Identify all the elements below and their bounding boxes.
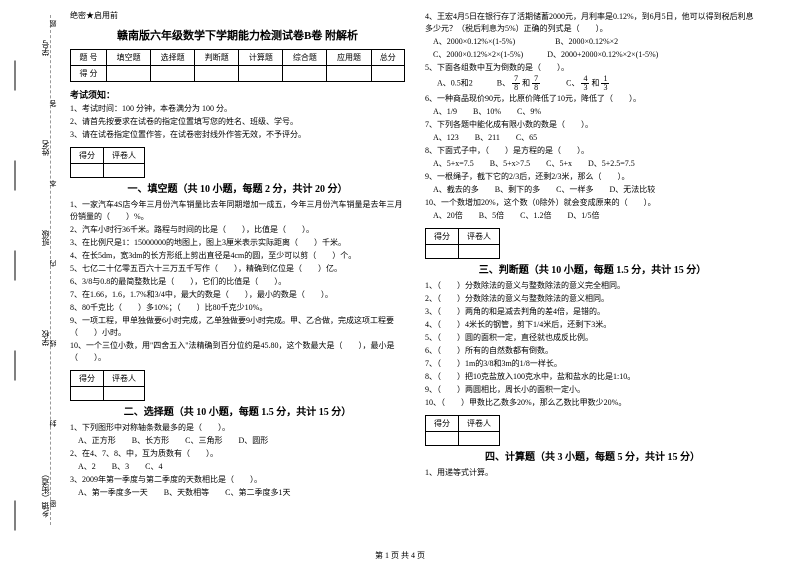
q: 10、一个数增加20%，这个数（0除外）就会变成原来的（ ）。	[425, 197, 760, 209]
th: 总分	[371, 50, 404, 66]
notice-title: 考试须知：	[70, 88, 405, 101]
q: 2、汽车小时行36千米。路程与时间的比是（ ），比值是（ ）。	[70, 224, 405, 236]
q: A、20倍 B、5倍 C、1.2倍 D、1/5倍	[425, 210, 760, 222]
notice: 1、考试时间：100 分钟，本卷满分为 100 分。	[70, 103, 405, 114]
q: 5、（ ）圆的面积一定，直径就也成反比例。	[425, 332, 760, 344]
exam-title: 赣南版六年级数学下学期能力检测试卷B卷 附解析	[70, 27, 405, 43]
q: 3、2009年第一季度与第二季度的天数相比是（ ）。	[70, 474, 405, 486]
q: 9、一项工程，甲单独做要6小时完成，乙单独做要9小时完成。甲、乙合做，完成这项工…	[70, 315, 405, 339]
confidential-tag: 绝密★启用前	[70, 10, 405, 21]
section-score-box: 得分评卷人	[425, 228, 500, 259]
dash-note: 线	[48, 340, 58, 347]
section-score-box: 得分评卷人	[70, 370, 145, 401]
q: 5、七亿二十亿零五百六十三万五千写作（ ），精确到亿位是（ ）亿。	[70, 263, 405, 275]
dash-note: 密	[48, 500, 58, 507]
q: 6、（ ）所有的自然数都有倒数。	[425, 345, 760, 357]
binding-margin: 学号 姓名 班级 学校 乡镇（街道）	[5, 10, 55, 530]
q: 6、一种商品现价90元，比原价降低了10元，降低了（ ）。	[425, 93, 760, 105]
section1-title: 一、填空题（共 10 小题，每题 2 分，共计 20 分）	[70, 180, 405, 195]
th: 判断题	[195, 50, 239, 66]
page-footer: 第 1 页 共 4 页	[0, 550, 800, 561]
q: 8、（ ）把10克盐放入100克水中，盐和盐水的比是1:10。	[425, 371, 760, 383]
q: A、1/9 B、10% C、9%	[425, 106, 760, 118]
section-score-box: 得分评卷人	[425, 415, 500, 446]
q: 4、（ ）4米长的钢管，剪下1/4米后，还剩下3米。	[425, 319, 760, 331]
q: A、2 B、3 C、4	[70, 461, 405, 473]
dash-note: 本	[48, 180, 58, 187]
notice: 2、请首先按要求在试卷的指定位置填写您的姓名、班级、学号。	[70, 116, 405, 127]
td: 得 分	[71, 66, 107, 82]
q: 4、在长5dm，宽3dm的长方形纸上剪出直径是4cm的圆，至少可以剪（ ）个。	[70, 250, 405, 262]
dash-note: 答	[48, 100, 58, 107]
q: C、2000×0.12%×2×(1-5%) D、2000+2000×0.12%×…	[425, 49, 760, 61]
q: 1、一家汽车4S店今年三月份汽车销量比去年同期增加一成五，今年三月份汽车销量是去…	[70, 199, 405, 223]
q: 2、（ ）分数除法的意义与整数除法的意义相同。	[425, 293, 760, 305]
score-table: 题 号 填空题 选择题 判断题 计算题 综合题 应用题 总分 得 分	[70, 49, 405, 82]
q: 6、3/8与0.8的最简整数比是（ ），它们的比值是（ ）。	[70, 276, 405, 288]
q: A、截去的多 B、剩下的多 C、一样多 D、无法比较	[425, 184, 760, 196]
dash-note: 内	[48, 260, 58, 267]
q: A、正方形 B、长方形 C、三角形 D、圆形	[70, 435, 405, 447]
q: 8、下面式子中，（ ）是方程的是（ ）。	[425, 145, 760, 157]
notice: 3、请在试卷指定位置作答，在试卷密封线外作答无效，不予评分。	[70, 129, 405, 140]
q: 9、一根绳子，截下它的2/3后，还剩2/3米，那么（ ）。	[425, 171, 760, 183]
q: 7、（ ）1m的3/8和3m的1/8一样长。	[425, 358, 760, 370]
q: 7、在1.66，1.6，1.7%和3/4中，最大的数是（ ），最小的数是（ ）。	[70, 289, 405, 301]
th: 应用题	[327, 50, 371, 66]
section2-title: 二、选择题（共 10 小题，每题 1.5 分，共计 15 分）	[70, 403, 405, 418]
seal-line	[50, 15, 51, 525]
th: 综合题	[283, 50, 327, 66]
q: 1、用递等式计算。	[425, 467, 760, 479]
q: 1、（ ）分数除法的意义与整数除法的意义完全相同。	[425, 280, 760, 292]
q: A、2000×0.12%×(1-5%) B、2000×0.12%×2	[425, 36, 760, 48]
q: 5、下面各组数中互为倒数的是（ ）。	[425, 62, 760, 74]
dash-note: 题	[48, 20, 58, 27]
section-score-box: 得分评卷人	[70, 147, 145, 178]
q: A、123 B、211 C、65	[425, 132, 760, 144]
q: 4、王宏4月5日在银行存了活期储蓄2000元，月利率是0.12%，到6月5日，他…	[425, 11, 760, 35]
q: A、5+x=7.5 B、5+x>7.5 C、5+x D、5+2.5=7.5	[425, 158, 760, 170]
q: 2、在4、7、8、中，互为质数有（ ）。	[70, 448, 405, 460]
th: 计算题	[239, 50, 283, 66]
th: 填空题	[107, 50, 151, 66]
q: 7、下列各题中能化成有限小数的数是（ ）。	[425, 119, 760, 131]
dash-note: 封	[48, 420, 58, 427]
q: 9、（ ）两圆相比，周长小的面积一定小。	[425, 384, 760, 396]
section3-title: 三、判断题（共 10 小题，每题 1.5 分，共计 15 分）	[425, 261, 760, 276]
left-column: 绝密★启用前 赣南版六年级数学下学期能力检测试卷B卷 附解析 题 号 填空题 选…	[60, 10, 415, 535]
q: 3、（ ）两角的和是减去判角的差4倍，是错的。	[425, 306, 760, 318]
q: 10、（ ）甲数比乙数多20%，那么乙数比甲数少20%。	[425, 397, 760, 409]
q: A、第一季度多一天 B、天数相等 C、第二季度多1天	[70, 487, 405, 499]
q-options: A、0.5和2 B、 78 和 78 C、 43 和 13	[425, 75, 760, 92]
q: 10、一个三位小数，用"四舍五入"法精确到百分位约是45.80，这个数最大是（ …	[70, 340, 405, 364]
th: 题 号	[71, 50, 107, 66]
th: 选择题	[151, 50, 195, 66]
right-column: 4、王宏4月5日在银行存了活期储蓄2000元，月利率是0.12%，到6月5日，他…	[415, 10, 770, 535]
section4-title: 四、计算题（共 3 小题，每题 5 分，共计 15 分）	[425, 448, 760, 463]
q: 1、下列图形中对称轴条数最多的是（ ）。	[70, 422, 405, 434]
q: 8、80千克比（ ）多10%；（ ）比80千克少10%。	[70, 302, 405, 314]
q: 3、在比例尺是1：15000000的地图上，图上3厘米表示实际距离（ ）千米。	[70, 237, 405, 249]
